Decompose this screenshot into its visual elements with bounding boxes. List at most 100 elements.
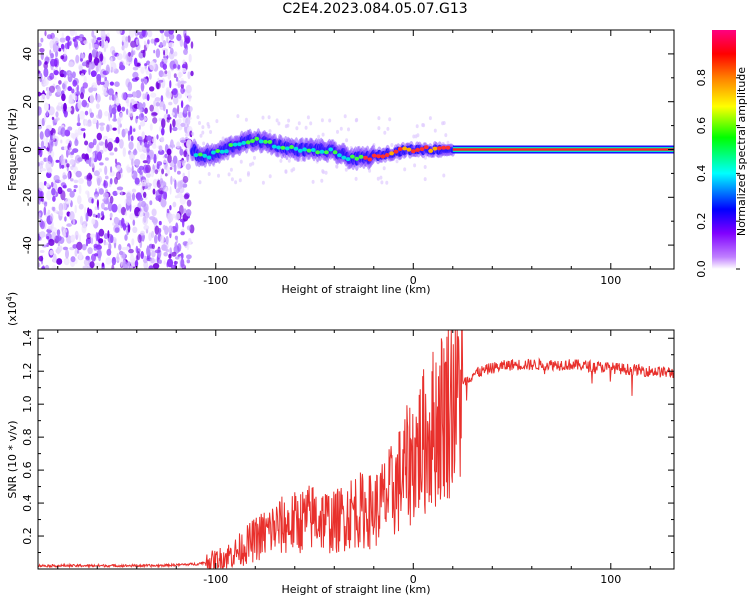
noise-blob bbox=[108, 243, 112, 251]
noise-blob bbox=[133, 57, 138, 67]
noise-blob bbox=[395, 159, 399, 164]
noise-blob bbox=[98, 254, 101, 262]
noise-blob bbox=[143, 225, 150, 231]
noise-blob bbox=[202, 141, 206, 146]
noise-blob bbox=[62, 82, 66, 90]
noise-blob bbox=[119, 64, 126, 71]
x-tick-label: -100 bbox=[203, 573, 228, 586]
noise-blob bbox=[134, 76, 140, 81]
noise-blob bbox=[119, 139, 124, 149]
noise-blob bbox=[239, 159, 243, 164]
noise-blob bbox=[306, 115, 310, 120]
noise-blob bbox=[161, 73, 168, 77]
noise-blob bbox=[103, 192, 109, 199]
noise-blob bbox=[109, 195, 114, 204]
noise-blob bbox=[177, 93, 182, 99]
noise-blob bbox=[38, 91, 41, 97]
noise-blob bbox=[112, 118, 118, 122]
noise-blob bbox=[105, 175, 109, 180]
noise-blob bbox=[377, 126, 381, 131]
signal-peak bbox=[284, 146, 290, 151]
noise-blob bbox=[179, 38, 184, 47]
noise-blob bbox=[70, 234, 76, 243]
noise-blob bbox=[64, 216, 67, 222]
noise-blob bbox=[109, 152, 115, 156]
noise-blob bbox=[80, 215, 83, 225]
noise-blob bbox=[143, 203, 149, 213]
noise-blob bbox=[160, 198, 167, 208]
noise-blob bbox=[109, 212, 113, 219]
noise-blob bbox=[67, 126, 73, 131]
noise-blob bbox=[423, 155, 427, 160]
noise-blob bbox=[65, 249, 69, 259]
noise-blob bbox=[321, 169, 325, 174]
noise-blob bbox=[121, 35, 127, 43]
noise-blob bbox=[167, 154, 172, 164]
noise-blob bbox=[44, 61, 48, 65]
noise-blob bbox=[147, 182, 150, 186]
noise-blob bbox=[149, 60, 156, 71]
noise-blob bbox=[40, 140, 45, 149]
noise-blob bbox=[43, 157, 48, 162]
y-tick-label: 1.4 bbox=[21, 329, 34, 347]
x-tick-label: 0 bbox=[410, 274, 417, 287]
noise-blob bbox=[78, 203, 84, 210]
noise-blob bbox=[60, 55, 64, 60]
noise-blob bbox=[140, 78, 144, 83]
noise-blob bbox=[177, 104, 180, 115]
noise-blob bbox=[61, 93, 66, 102]
noise-blob bbox=[128, 248, 134, 254]
noise-blob bbox=[140, 251, 144, 259]
noise-blob bbox=[97, 212, 101, 219]
noise-blob bbox=[86, 123, 92, 127]
noise-blob bbox=[173, 95, 179, 105]
noise-blob bbox=[125, 246, 130, 251]
noise-blob bbox=[91, 218, 96, 225]
signal-peak bbox=[263, 139, 268, 144]
noise-blob bbox=[177, 181, 183, 190]
noise-blob bbox=[295, 126, 299, 131]
noise-blob bbox=[177, 80, 181, 89]
noise-blob bbox=[135, 38, 139, 46]
noise-blob bbox=[104, 76, 107, 81]
noise-blob bbox=[185, 84, 192, 94]
noise-blob bbox=[78, 65, 83, 71]
noise-blob bbox=[166, 36, 169, 44]
noise-blob bbox=[169, 80, 172, 89]
noise-blob bbox=[85, 159, 91, 164]
noise-blob bbox=[104, 165, 108, 176]
noise-blob bbox=[122, 147, 127, 158]
noise-blob bbox=[133, 50, 136, 55]
y-tick-label: 0.8 bbox=[21, 428, 34, 446]
noise-blob bbox=[138, 124, 141, 130]
noise-blob bbox=[60, 127, 66, 137]
noise-blob bbox=[177, 243, 182, 252]
signal-peak bbox=[324, 150, 329, 155]
signal-peak bbox=[393, 149, 399, 154]
noise-blob bbox=[372, 143, 376, 147]
noise-blob bbox=[186, 37, 190, 44]
noise-blob bbox=[84, 140, 89, 146]
noise-blob bbox=[201, 130, 205, 135]
noise-blob bbox=[163, 57, 168, 65]
noise-blob bbox=[111, 203, 118, 213]
noise-blob bbox=[118, 250, 124, 256]
noise-blob bbox=[120, 257, 123, 267]
signal-peak bbox=[232, 142, 238, 147]
noise-blob bbox=[112, 127, 117, 131]
snr-panel: -100 0 100 0.2 0.4 0.6 0.8 1.0 1.2 1.4 Height of s… bbox=[5, 292, 675, 596]
y-tick-label: 20 bbox=[21, 95, 34, 109]
noise-blob bbox=[196, 115, 200, 120]
noise-blob bbox=[128, 141, 134, 150]
noise-blob bbox=[82, 82, 89, 89]
noise-blob bbox=[227, 172, 231, 177]
noise-blob bbox=[114, 227, 120, 233]
noise-blob bbox=[122, 261, 129, 269]
noise-blob bbox=[115, 136, 120, 144]
noise-blob bbox=[76, 249, 80, 254]
noise-blob bbox=[82, 265, 89, 269]
noise-blob bbox=[180, 122, 186, 127]
noise-blob bbox=[433, 128, 437, 133]
noise-blob bbox=[59, 37, 66, 43]
x-axis-label: Height of straight line (km) bbox=[281, 583, 430, 596]
